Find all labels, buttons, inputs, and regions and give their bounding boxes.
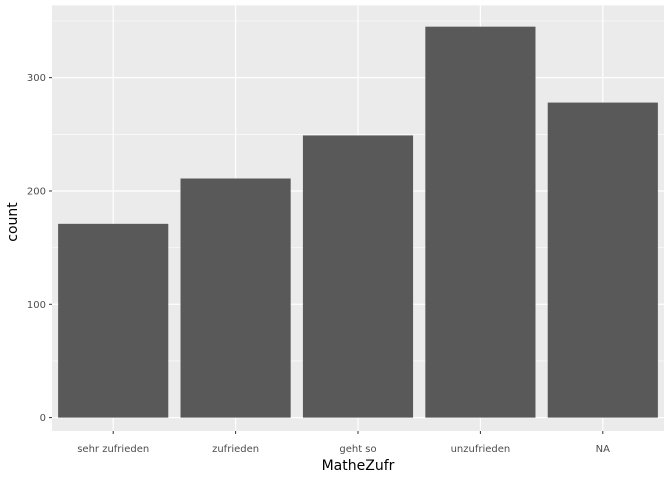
y-axis: 0 100 200 300 (27, 73, 52, 424)
x-tick-label: zufrieden (212, 444, 259, 455)
bar-geht-so (302, 135, 414, 418)
bar-na (547, 102, 658, 418)
x-tick-label: unzufrieden (451, 444, 511, 455)
y-tick-label: 300 (27, 73, 46, 84)
y-axis-label: count (5, 202, 21, 242)
bar-zufrieden (180, 178, 291, 418)
x-axis-label: MatheZufr (322, 458, 395, 474)
x-tick-label: sehr zufrieden (77, 444, 149, 455)
y-tick-label: 200 (27, 186, 46, 197)
bar-sehr-zufrieden (58, 223, 169, 418)
y-tick-label: 100 (27, 300, 46, 311)
bar-unzufrieden (425, 26, 536, 418)
x-tick-label: NA (596, 444, 610, 455)
x-tick-label: geht so (339, 444, 376, 455)
bars (58, 26, 658, 418)
x-axis: sehr zufrieden zufrieden geht so unzufriede… (77, 431, 610, 455)
y-tick-label: 0 (40, 413, 46, 424)
